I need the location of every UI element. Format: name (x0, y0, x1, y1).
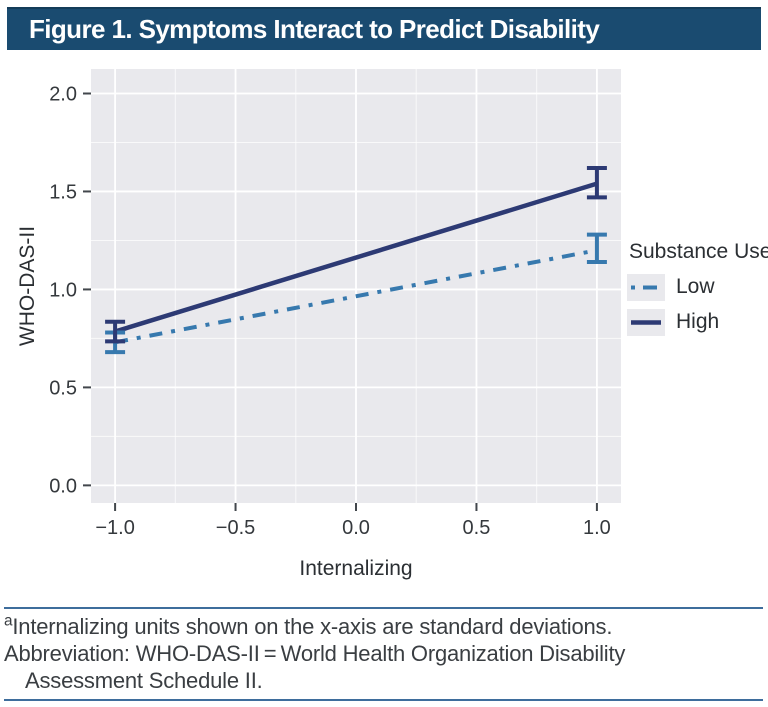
x-axis-tick-label: 1.0 (583, 517, 611, 539)
x-axis-label: Internalizing (299, 557, 412, 580)
high-series-line (114, 181, 598, 334)
legend-item-low: Low (627, 273, 767, 301)
footnote-bottom-rule (4, 699, 763, 701)
x-axis-tick-label: 0.0 (342, 517, 370, 539)
figure-title-bar: Figure 1. Symptoms Interact to Predict D… (7, 7, 761, 50)
x-axis-tick-label: 0.5 (463, 517, 491, 539)
legend-title: Substance Use (629, 240, 768, 263)
interaction-line-chart: −1.0 −0.5 0.0 0.5 1.0 0.0 0.5 1.0 1.5 2.0 Internal… (16, 69, 621, 580)
x-axis-tick-label: −1.0 (95, 517, 134, 539)
y-axis-tick-label: 2.0 (49, 83, 77, 105)
figure-title: Figure 1. Symptoms Interact to Predict D… (29, 14, 600, 44)
footnote-text-block: aInternalizing units shown on the x-axis… (4, 613, 764, 694)
low-series-line (114, 248, 598, 345)
legend-label-low: Low (676, 275, 715, 298)
y-axis-tick-label: 0.0 (49, 475, 77, 497)
y-axis-tick-label: 1.0 (49, 279, 77, 301)
footnote-line-1: aInternalizing units shown on the x-axis… (4, 612, 613, 639)
high-solid-line-key-icon (627, 308, 665, 336)
y-axis-tick-label: 1.5 (49, 181, 77, 203)
legend-label-high: High (676, 310, 720, 333)
y-axis-tick-label: 0.5 (49, 377, 77, 399)
x-axis-tick-label: −0.5 (216, 517, 255, 539)
legend-item-high: High (627, 308, 767, 336)
chart-legend: Substance Use Low High (627, 240, 768, 343)
footnote-line-3: Assessment Schedule II. (25, 668, 263, 693)
footnote-line-2: Abbreviation: WHO-DAS-II = World Health … (4, 641, 626, 666)
footnote-top-rule (4, 607, 763, 609)
footnote-superscript: a (4, 612, 13, 630)
y-axis-label: WHO-DAS-II (16, 226, 39, 346)
low-dashdot-line-key-icon (627, 273, 665, 301)
